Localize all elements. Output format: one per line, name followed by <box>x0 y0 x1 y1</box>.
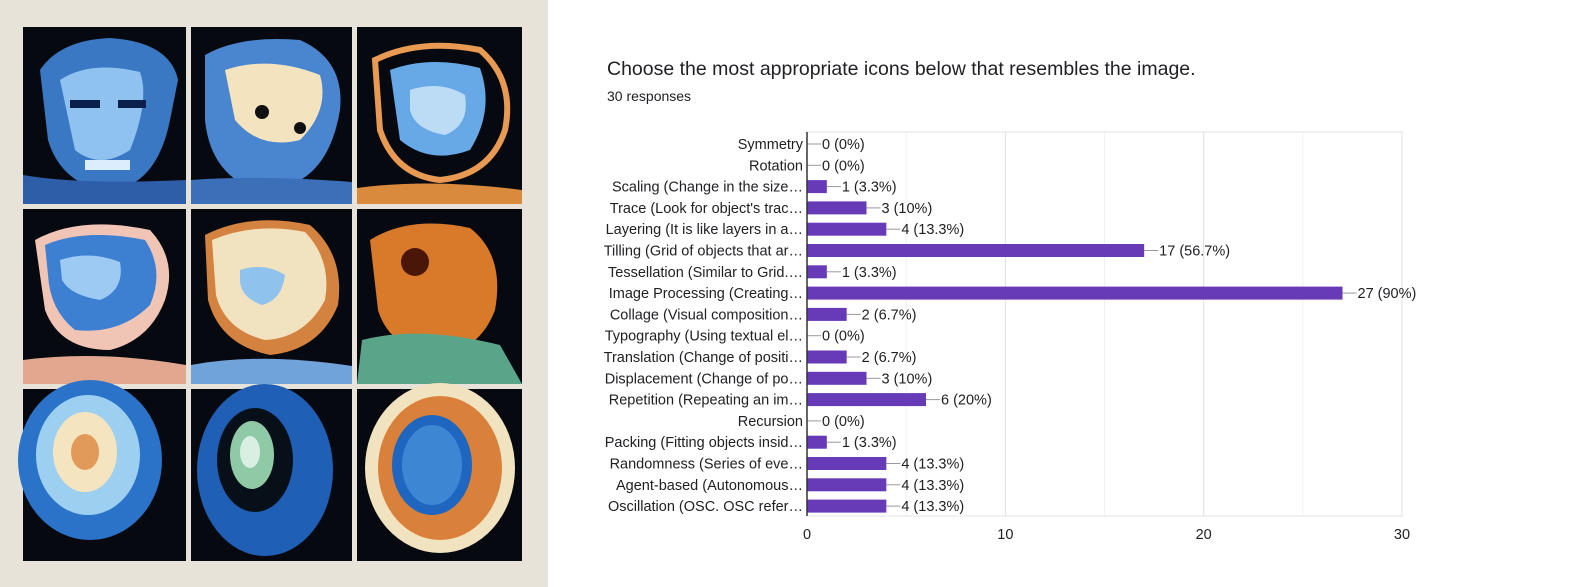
category-label: Translation (Change of positi… <box>604 350 803 366</box>
bar <box>807 371 867 385</box>
data-label: 1 (3.3%) <box>842 265 897 281</box>
bar <box>807 222 887 236</box>
x-tick-label: 20 <box>1196 527 1212 543</box>
data-label: 1 (3.3%) <box>842 435 897 451</box>
data-label: 0 (0%) <box>822 414 865 430</box>
data-label: 4 (13.3%) <box>901 457 964 473</box>
x-tick-label: 10 <box>997 527 1013 543</box>
bar <box>807 393 926 407</box>
data-label: 17 (56.7%) <box>1159 244 1230 260</box>
response-count: 30 responses <box>607 88 692 104</box>
data-label: 3 (10%) <box>882 201 933 217</box>
data-label: 4 (13.3%) <box>901 478 964 494</box>
face-grid-artwork <box>0 0 548 587</box>
bar <box>807 499 887 513</box>
data-label: 4 (13.3%) <box>901 499 964 515</box>
category-label: Repetition (Repeating an im… <box>609 393 803 409</box>
category-label: Rotation <box>749 158 803 174</box>
category-label: Scaling (Change in the size… <box>612 180 803 196</box>
category-label: Tilling (Grid of objects that ar… <box>604 244 803 260</box>
bar <box>807 265 827 279</box>
data-label: 0 (0%) <box>822 158 865 174</box>
artwork-image <box>18 27 522 561</box>
category-label: Oscillation (OSC. OSC refer… <box>608 499 803 515</box>
category-label: Recursion <box>738 414 803 430</box>
data-label: 0 (0%) <box>822 329 865 345</box>
category-label: Typography (Using textual el… <box>605 329 803 345</box>
category-label: Trace (Look for object's trac… <box>610 201 803 217</box>
category-label: Packing (Fitting objects insid… <box>605 435 803 451</box>
x-tick-label: 0 <box>803 527 811 543</box>
category-label: Randomness (Series of eve… <box>610 457 803 473</box>
data-label: 2 (6.7%) <box>862 350 917 366</box>
category-label: Displacement (Change of po… <box>605 371 803 387</box>
x-tick-label: 30 <box>1394 527 1410 543</box>
data-label: 6 (20%) <box>941 393 992 409</box>
data-label: 4 (13.3%) <box>901 222 964 238</box>
bar <box>807 307 847 321</box>
category-label: Tessellation (Similar to Grid.… <box>608 265 803 281</box>
bar <box>807 350 847 364</box>
bar <box>807 435 827 449</box>
bar <box>807 457 887 470</box>
category-label: Agent-based (Autonomous… <box>616 478 803 494</box>
data-label: 0 (0%) <box>822 137 865 153</box>
bar <box>807 201 867 215</box>
question-title: Choose the most appropriate icons below … <box>607 58 1196 80</box>
responses-bar-chart: 0 10 20 30 Symmetry 0 (0%) Rotation 0 (0%) Scali… <box>604 131 1417 543</box>
category-label: Collage (Visual composition… <box>610 307 803 323</box>
data-label: 1 (3.3%) <box>842 180 897 196</box>
bar <box>807 244 1145 257</box>
category-label: Image Processing (Creating… <box>609 286 803 302</box>
bar <box>807 286 1343 300</box>
category-label: Layering (It is like layers in a… <box>606 222 803 238</box>
bar <box>807 180 827 194</box>
bar <box>807 478 887 492</box>
data-label: 3 (10%) <box>882 371 933 387</box>
category-label: Symmetry <box>738 137 804 153</box>
data-label: 27 (90%) <box>1358 286 1417 302</box>
data-label: 2 (6.7%) <box>862 307 917 323</box>
